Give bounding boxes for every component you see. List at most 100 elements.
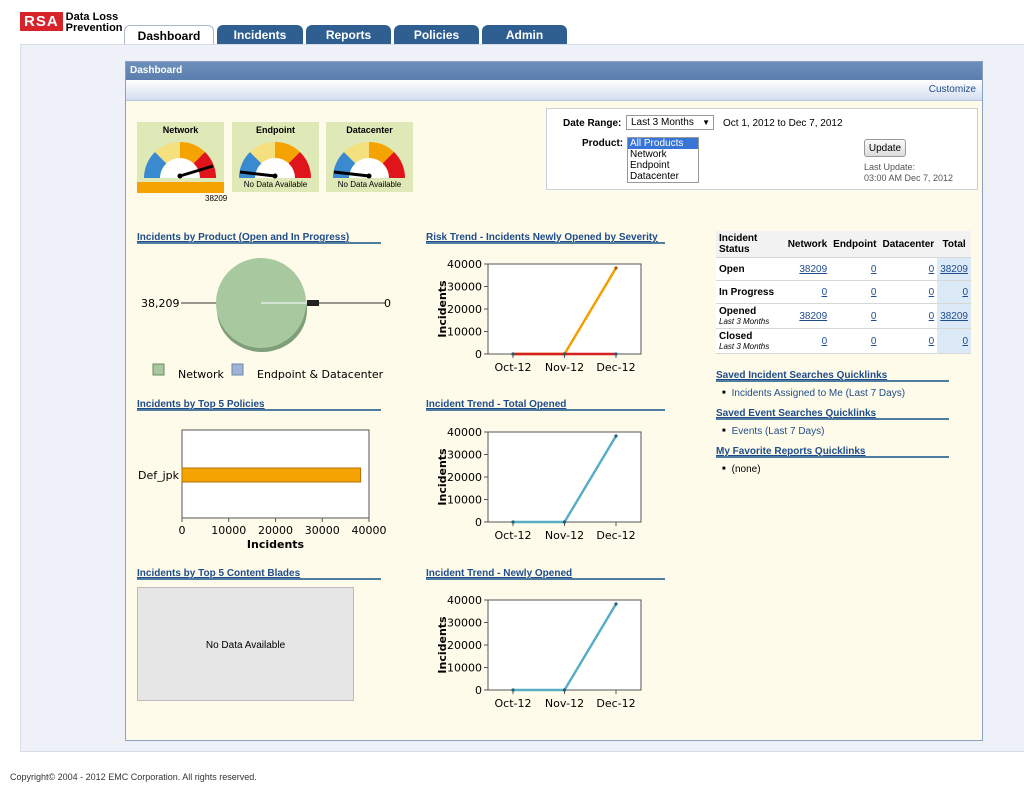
incident-quicklinks-title[interactable]: Saved Incident Searches Quicklinks: [716, 370, 888, 381]
pie-chart-by-product[interactable]: 38,209 0 Network Endpoint & Datacenter: [137, 250, 397, 390]
x-tick-label: Oct-12: [495, 697, 532, 710]
date-range-text: Oct 1, 2012 to Dec 7, 2012: [723, 118, 843, 129]
gauge-datacenter[interactable]: Datacenter No Data Available: [326, 122, 413, 192]
tab-admin[interactable]: Admin: [482, 25, 567, 45]
section-title-trend-total[interactable]: Incident Trend - Total Opened: [426, 399, 567, 410]
x-tick-label: 0: [179, 524, 186, 537]
date-range-select[interactable]: Last 3 Months ▼: [626, 115, 714, 130]
trend-new-chart[interactable]: 0 10000 20000 30000 40000 Oct-12 Nov-12 Dec-12 I…: [426, 592, 656, 714]
x-tick-label: Oct-12: [495, 529, 532, 542]
plot-area: [487, 263, 642, 355]
table-cell-link[interactable]: 0: [928, 263, 935, 275]
table-cell-link[interactable]: 0: [962, 286, 968, 298]
risk-trend-chart[interactable]: 0 10000 20000 30000 40000 Oct-12 Nov-12 Dec-12 I…: [426, 256, 656, 378]
x-axis-label: Incidents: [247, 538, 305, 550]
table-cell-link[interactable]: 0: [870, 263, 877, 275]
data-point: [614, 434, 618, 438]
gauge-network[interactable]: Network: [137, 122, 224, 193]
event-quicklink[interactable]: Events (Last 7 Days): [722, 426, 825, 437]
tab-incidents[interactable]: Incidents: [217, 25, 303, 45]
gauge-message: No Data Available: [337, 180, 402, 189]
event-quicklinks-title[interactable]: Saved Event Searches Quicklinks: [716, 408, 877, 419]
table-cell-link[interactable]: 0: [870, 335, 877, 347]
y-tick-label: 10000: [447, 326, 482, 339]
y-tick-label: 30000: [447, 281, 482, 294]
section-title-trend-new[interactable]: Incident Trend - Newly Opened: [426, 568, 573, 579]
gauge-title: Endpoint: [256, 125, 295, 135]
panel-title: Dashboard: [126, 62, 982, 80]
y-tick-label: 40000: [447, 594, 482, 607]
x-tick-label: Nov-12: [545, 697, 584, 710]
table-cell-link[interactable]: 38209: [940, 310, 968, 322]
divider: [426, 409, 665, 411]
y-axis-label: Incidents: [436, 616, 449, 674]
customize-link[interactable]: Customize: [928, 84, 976, 95]
product-option[interactable]: All Products: [628, 138, 698, 149]
table-cell-link[interactable]: 0: [962, 335, 968, 347]
section-title-top-blades[interactable]: Incidents by Top 5 Content Blades: [137, 568, 301, 579]
data-point: [511, 520, 515, 524]
y-tick-label: 30000: [447, 617, 482, 630]
pie-slice-endpoint[interactable]: [307, 300, 319, 306]
table-cell-link[interactable]: 0: [821, 335, 828, 347]
tab-policies[interactable]: Policies: [394, 25, 479, 45]
x-tick-label: Nov-12: [545, 529, 584, 542]
y-tick-label: 30000: [447, 449, 482, 462]
x-tick-label: Nov-12: [545, 361, 584, 374]
data-point: [614, 602, 618, 606]
table-cell-link[interactable]: 0: [928, 286, 935, 298]
product-option[interactable]: Datacenter: [630, 171, 679, 182]
product-listbox[interactable]: All Products Network Endpoint Datacenter: [627, 137, 699, 183]
row-sublabel: Last 3 Months: [719, 317, 770, 326]
legend-label-endpoint-datacenter: Endpoint & Datacenter: [257, 368, 384, 381]
y-axis-label: Incidents: [436, 280, 449, 338]
reports-quicklinks-title[interactable]: My Favorite Reports Quicklinks: [716, 446, 866, 457]
table-header: Datacenter: [879, 231, 938, 258]
divider: [716, 418, 949, 420]
section-title-by-product[interactable]: Incidents by Product (Open and In Progre…: [137, 232, 350, 243]
table-cell-link[interactable]: 0: [928, 310, 935, 322]
divider: [716, 380, 949, 382]
data-point: [614, 352, 618, 356]
product-name: Data Loss Prevention: [65, 11, 123, 34]
top-policies-chart[interactable]: 0 10000 20000 30000 40000 Def_jpk Incidents: [137, 425, 397, 550]
table-cell-link[interactable]: 38209: [799, 263, 828, 275]
row-label: Opened: [719, 306, 757, 317]
table-cell-link[interactable]: 38209: [940, 263, 968, 275]
y-tick-label: Def_jpk: [138, 469, 180, 482]
x-tick-label: Dec-12: [596, 361, 635, 374]
table-cell-link[interactable]: 38209: [799, 310, 828, 322]
gauge-endpoint[interactable]: Endpoint No Data Available: [232, 122, 319, 192]
product-option[interactable]: Endpoint: [630, 160, 670, 171]
section-title-risk-trend[interactable]: Risk Trend - Incidents Newly Opened by S…: [426, 232, 658, 243]
pie-label-network: 38,209: [141, 297, 180, 310]
row-label: Open: [716, 257, 785, 281]
legend-swatch-endpoint-datacenter: [231, 363, 244, 376]
tab-dashboard[interactable]: Dashboard: [124, 25, 214, 46]
x-tick-label: Oct-12: [495, 361, 532, 374]
gauge-dial-icon: [238, 141, 312, 179]
table-cell-link[interactable]: 0: [870, 310, 877, 322]
table-header: Network: [784, 231, 831, 258]
plot-area: [487, 599, 642, 691]
gauge-value-bar: [137, 182, 224, 193]
table-row: Open 38209 0 0 38209: [716, 257, 971, 281]
divider: [716, 456, 949, 458]
product-option[interactable]: Network: [630, 149, 667, 160]
gauge-network-value: 38209: [205, 194, 228, 203]
trend-total-chart[interactable]: 0 10000 20000 30000 40000 Oct-12 Nov-12 Dec-12 I…: [426, 424, 656, 546]
divider: [137, 409, 381, 411]
table-cell-link[interactable]: 0: [821, 286, 828, 298]
table-cell-link[interactable]: 0: [870, 286, 877, 298]
update-button[interactable]: Update: [864, 139, 906, 157]
y-tick-label: 0: [475, 684, 482, 697]
rsa-logo: RSA: [20, 12, 63, 31]
pie-label-other: 0: [384, 297, 391, 310]
incident-quicklink[interactable]: Incidents Assigned to Me (Last 7 Days): [722, 388, 905, 399]
table-cell-link[interactable]: 0: [928, 335, 935, 347]
content-blades-empty: No Data Available: [137, 587, 354, 701]
tab-reports[interactable]: Reports: [306, 25, 391, 45]
table-header-row: Incident Status Network Endpoint Datacen…: [716, 231, 971, 258]
gauge-message: No Data Available: [243, 180, 308, 189]
section-title-top-policies[interactable]: Incidents by Top 5 Policies: [137, 399, 265, 410]
